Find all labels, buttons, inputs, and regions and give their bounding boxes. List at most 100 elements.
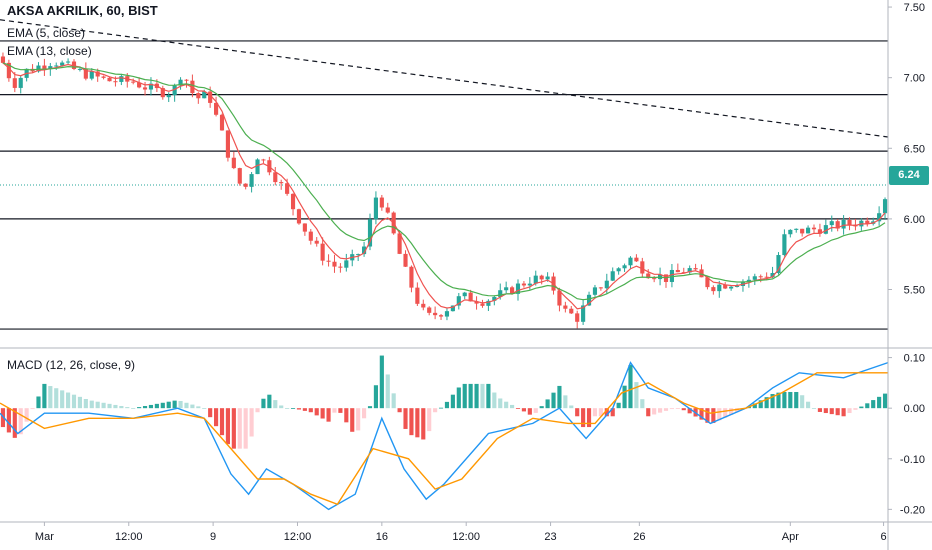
macd-histogram-bar: [119, 406, 124, 409]
candle-body: [723, 284, 728, 289]
candle-body: [492, 296, 497, 301]
candle-body: [160, 88, 165, 98]
macd-histogram-bar: [142, 406, 148, 409]
macd-histogram-bar: [24, 408, 29, 422]
candle-body: [60, 62, 65, 66]
candle-body: [817, 229, 822, 234]
candle-body: [847, 219, 852, 225]
macd-histogram-bar: [734, 408, 740, 413]
candle-body: [71, 61, 77, 69]
candle-body: [764, 276, 769, 278]
macd-histogram-bar: [314, 408, 319, 416]
macd-histogram-bar: [764, 397, 769, 409]
macd-histogram-bar: [208, 408, 213, 418]
macd-histogram-bar: [504, 401, 509, 409]
macd-histogram-bar: [196, 406, 201, 409]
candle-body: [811, 227, 817, 230]
candle-body: [261, 159, 266, 161]
macd-histogram-bar: [12, 408, 17, 438]
macd-histogram-bar: [545, 399, 550, 409]
macd-histogram-bar: [729, 408, 734, 415]
candle-body: [326, 260, 331, 262]
macd-histogram-bar: [225, 408, 230, 445]
price-tick-label: 6.00: [904, 214, 925, 226]
price-tick-label: 6.50: [904, 143, 925, 155]
candle-body: [285, 183, 290, 194]
macd-histogram-bar: [66, 392, 71, 409]
candle-body: [438, 315, 444, 317]
macd-histogram-bar: [379, 355, 384, 409]
macd-histogram-bar: [131, 408, 136, 409]
macd-histogram-bar: [42, 383, 47, 409]
time-tick-label: 6: [880, 531, 886, 543]
candle-body: [610, 271, 615, 281]
macd-histogram-bar: [356, 408, 361, 431]
macd-histogram-bar: [539, 406, 544, 409]
time-tick-label: 12:00: [452, 531, 480, 543]
candle-body: [634, 257, 639, 262]
macd-histogram-bar: [243, 408, 248, 449]
macd-histogram-bar: [255, 408, 260, 413]
symbol-title[interactable]: AKSA AKRILIK, 60, BIST: [7, 3, 158, 18]
macd-histogram-bar: [841, 408, 846, 417]
macd-tick-label: 0.00: [904, 403, 925, 415]
macd-histogram-bar: [486, 383, 491, 409]
candle-body: [178, 79, 183, 86]
macd-histogram-bar: [60, 390, 65, 409]
macd-histogram-bar: [214, 408, 219, 427]
candle-body: [332, 261, 337, 267]
candle-body: [675, 269, 680, 273]
candle-body: [592, 287, 598, 295]
macd-histogram-bar: [421, 408, 426, 440]
macd-histogram-bar: [853, 408, 858, 410]
macd-histogram-bar: [877, 396, 882, 409]
candle-body: [107, 77, 112, 82]
candle-body: [545, 276, 550, 280]
candle-body: [758, 276, 763, 278]
candle-body: [770, 273, 775, 278]
macd-histogram-bar: [83, 399, 88, 409]
candle-body: [456, 296, 461, 306]
candle-body: [314, 240, 319, 244]
macd-pane[interactable]: [0, 355, 889, 511]
candle-body: [504, 287, 509, 291]
time-tick-label: 9: [210, 531, 216, 543]
ema-slow-legend[interactable]: EMA (13, close): [7, 44, 92, 58]
candle-body: [533, 275, 538, 284]
macd-histogram-bar: [794, 391, 799, 409]
candle-body: [515, 283, 521, 294]
macd-histogram-bar: [462, 383, 467, 409]
candle-body: [687, 268, 692, 273]
macd-histogram-bar: [125, 407, 130, 409]
macd-histogram-bar: [817, 408, 822, 412]
macd-histogram-bar: [54, 388, 59, 409]
macd-tick-label: 0.10: [904, 353, 925, 365]
candle-body: [231, 157, 236, 169]
candle-body: [669, 269, 674, 282]
macd-histogram-bar: [592, 408, 598, 417]
ema-fast-legend[interactable]: EMA (5, close): [7, 26, 86, 40]
candle-body: [717, 284, 722, 292]
candle-body: [362, 246, 367, 255]
macd-histogram-bar: [184, 402, 189, 409]
candle-body: [379, 197, 384, 208]
candle-body: [409, 266, 414, 288]
macd-histogram-bar: [101, 402, 106, 409]
macd-histogram-bar: [480, 383, 485, 409]
candle-body: [415, 287, 420, 304]
candle-body: [166, 95, 171, 98]
macd-histogram-bar: [586, 408, 592, 428]
candle-body: [356, 254, 361, 256]
macd-histogram-bar: [492, 392, 497, 409]
time-tick-label: 12:00: [284, 531, 312, 543]
macd-histogram-bar: [77, 396, 82, 409]
macd-legend[interactable]: MACD (12, 26, close, 9): [7, 358, 136, 372]
price-pane[interactable]: [0, 19, 889, 330]
candle-body: [6, 62, 11, 79]
candle-body: [462, 292, 467, 297]
macd-histogram-bar: [847, 408, 852, 414]
last-price-badge: 6.24: [889, 166, 929, 185]
macd-histogram-bar: [6, 408, 11, 433]
